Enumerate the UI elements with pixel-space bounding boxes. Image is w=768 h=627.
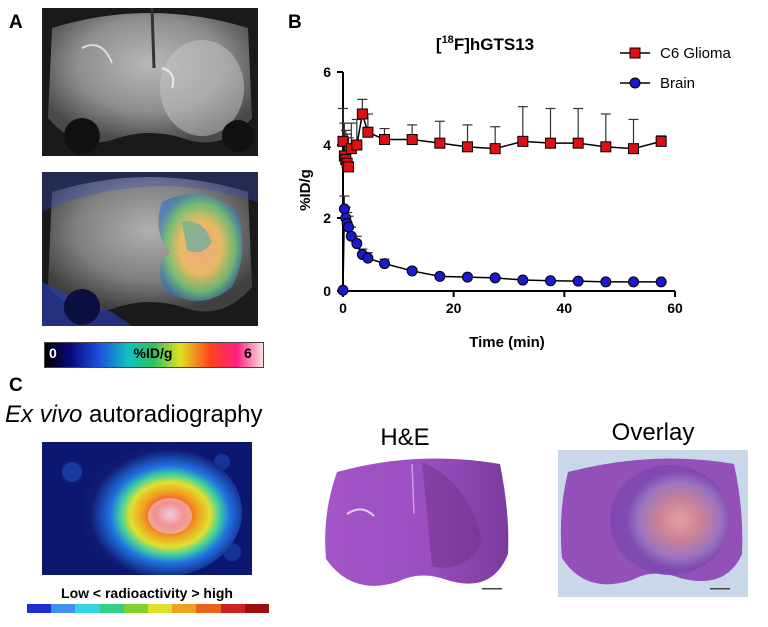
legend-marker-1 xyxy=(629,77,641,89)
x-tick-label-2: 40 xyxy=(557,300,573,316)
autoradiography-image xyxy=(42,442,252,575)
data-point-10 xyxy=(406,265,418,277)
data-point-15 xyxy=(545,275,556,287)
scale-swatch-8 xyxy=(220,604,245,613)
scale-swatch-6 xyxy=(172,604,197,613)
data-point-13 xyxy=(489,272,501,284)
legend-marker-0 xyxy=(629,47,641,59)
colorbar-max-label: 6 xyxy=(244,345,252,361)
data-point-14 xyxy=(517,135,529,147)
chart-xlabel: Time (min) xyxy=(469,334,545,351)
data-point-10 xyxy=(406,134,418,146)
data-point-1 xyxy=(338,203,350,215)
x-tick-label-0: 0 xyxy=(339,300,347,316)
radioactivity-scale-caption: Low < radioactivity > high xyxy=(61,585,233,601)
overlay-title: Overlay xyxy=(611,419,695,446)
data-point-11 xyxy=(434,137,446,149)
data-point-6 xyxy=(351,139,363,151)
data-point-6 xyxy=(351,238,363,250)
scale-swatch-3 xyxy=(99,604,124,613)
y-tick-label-2: 4 xyxy=(323,137,331,153)
chart-series xyxy=(337,98,667,296)
data-point-0 xyxy=(337,135,349,147)
colorbar-percent-id-g xyxy=(44,342,264,368)
colorbar-title: %ID/g xyxy=(133,345,173,361)
scale-swatch-9 xyxy=(244,604,270,613)
panel-c-label: C xyxy=(9,375,23,396)
data-point-9 xyxy=(379,258,390,270)
he-stain-image xyxy=(322,454,515,597)
legend-label-1: Brain xyxy=(660,75,695,92)
autoradiography-heatmap xyxy=(42,442,252,575)
y-tick-label-1: 2 xyxy=(323,210,331,226)
data-point-0 xyxy=(337,284,349,296)
data-point-18 xyxy=(628,276,639,288)
overlay-brain-section xyxy=(558,450,748,597)
autoradiography-title-rest: autoradiography xyxy=(82,401,263,428)
data-point-17 xyxy=(600,276,612,288)
mri-brain-slice xyxy=(42,8,258,156)
chart-ylabel: %ID/g xyxy=(297,169,314,211)
radioactivity-scale-bar xyxy=(27,604,270,613)
overlay-image xyxy=(558,450,748,597)
x-tick-label-3: 60 xyxy=(667,300,683,316)
series-brain xyxy=(337,195,667,296)
scale-swatch-7 xyxy=(196,604,221,613)
data-point-7 xyxy=(356,108,368,120)
data-point-13 xyxy=(489,143,501,155)
data-point-8 xyxy=(362,126,374,138)
data-point-14 xyxy=(517,274,529,286)
data-point-18 xyxy=(628,143,639,155)
data-point-11 xyxy=(434,270,446,282)
data-point-12 xyxy=(462,271,473,283)
he-title: H&E xyxy=(380,424,430,451)
y-tick-label-3: 6 xyxy=(323,64,331,80)
data-point-9 xyxy=(379,134,390,146)
data-point-4 xyxy=(343,221,355,233)
scale-swatch-1 xyxy=(51,604,76,613)
series-line xyxy=(342,208,662,291)
scale-swatch-2 xyxy=(75,604,100,613)
data-point-4 xyxy=(343,161,355,173)
series-line xyxy=(342,113,662,170)
he-brain-section xyxy=(322,454,515,597)
scale-swatch-4 xyxy=(123,604,149,613)
x-tick-label-1: 20 xyxy=(446,300,462,316)
data-point-8 xyxy=(362,252,374,264)
panel-a-label: A xyxy=(9,12,23,33)
data-point-17 xyxy=(600,141,612,153)
pet-mri-overlay-image xyxy=(42,172,258,326)
colorbar-min-label: 0 xyxy=(49,345,57,361)
data-point-12 xyxy=(462,141,473,153)
autoradiography-title: Ex vivo autoradiography xyxy=(5,401,263,429)
scale-swatch-0 xyxy=(27,604,52,613)
data-point-16 xyxy=(572,275,584,287)
y-tick-label-0: 0 xyxy=(323,283,331,299)
scale-swatch-5 xyxy=(148,604,173,613)
pet-overlay-slice xyxy=(42,172,258,326)
chart-legend: C6 Glioma Brain xyxy=(620,45,732,92)
data-point-5 xyxy=(345,230,357,242)
chart-title: [18F]hGTS13 xyxy=(436,34,534,54)
legend-label-0: C6 Glioma xyxy=(660,45,732,62)
panel-b-label: B xyxy=(288,12,302,33)
autoradiography-title-italic: Ex vivo xyxy=(5,401,83,428)
data-point-19 xyxy=(655,135,667,147)
mri-image-top xyxy=(42,8,258,156)
data-point-19 xyxy=(655,276,667,288)
series-c6-glioma xyxy=(337,98,667,173)
data-point-15 xyxy=(545,137,556,149)
data-point-16 xyxy=(572,137,584,149)
